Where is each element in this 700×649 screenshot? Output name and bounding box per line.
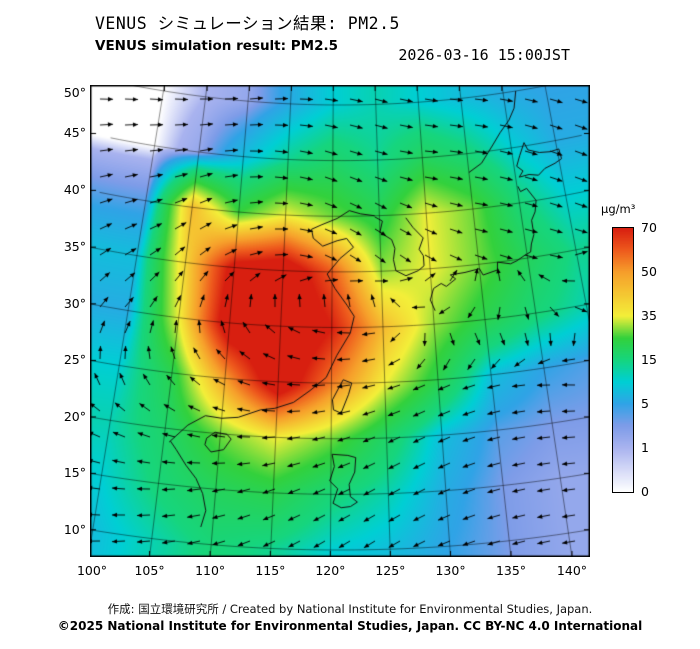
page-title-ja: VENUS シミュレーション結果: PM2.5	[95, 14, 400, 33]
lon-tick-label: 125°	[375, 563, 406, 578]
lon-tick-label: 130°	[435, 563, 466, 578]
colorbar-gradient-canvas	[612, 227, 634, 493]
lat-tick-label: 30°	[63, 295, 86, 311]
lat-tick-label: 10°	[63, 521, 86, 537]
lat-tick-label: 50°	[63, 85, 86, 100]
colorbar-tick-label: 15	[641, 352, 657, 367]
colorbar-tick-label: 0	[641, 484, 649, 499]
colorbar-tick-label: 70	[641, 220, 657, 235]
colorbar-tick-label: 1	[641, 440, 649, 455]
map-plot	[90, 85, 590, 557]
colorbar-unit-label: μg/m³	[601, 202, 636, 216]
attribution-line: 作成: 国立環境研究所 / Created by National Instit…	[107, 602, 593, 616]
lat-tick-label: 45°	[63, 125, 86, 141]
map-canvas	[90, 85, 590, 557]
lon-tick-label: 105°	[134, 563, 165, 578]
lat-tick-label: 15°	[63, 465, 86, 481]
page-title-en: VENUS simulation result: PM2.5	[95, 38, 338, 54]
colorbar-tick-label: 50	[641, 264, 657, 279]
lat-tick-label: 20°	[63, 408, 86, 424]
lon-tick-label: 140°	[556, 563, 588, 578]
colorbar-tick-label: 35	[641, 308, 657, 323]
lon-tick-label: 135°	[495, 563, 527, 578]
colorbar-tick-label: 5	[641, 396, 649, 411]
timestamp: 2026-03-16 15:00JST	[398, 46, 570, 64]
lon-tick-label: 120°	[315, 563, 346, 578]
lon-tick-label: 115°	[255, 563, 286, 578]
lat-tick-label: 35°	[63, 239, 86, 255]
lat-tick-label: 25°	[63, 352, 86, 368]
lon-tick-label: 110°	[195, 563, 226, 578]
copyright-line: ©2025 National Institute for Environment…	[57, 619, 643, 633]
lat-tick-label: 40°	[63, 182, 86, 198]
lon-tick-label: 100°	[76, 563, 108, 578]
